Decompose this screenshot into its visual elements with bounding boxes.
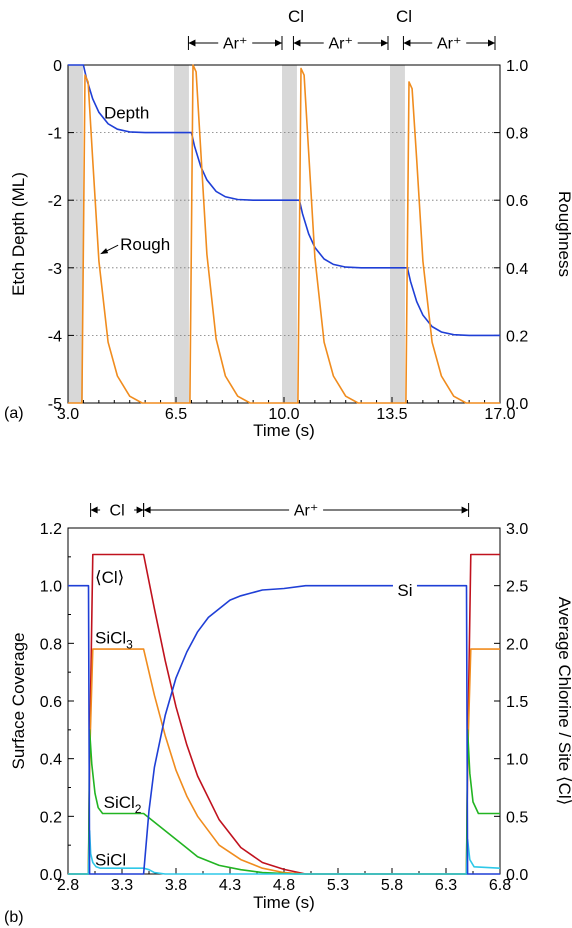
x-tick-label-8: 6.8 <box>489 877 511 894</box>
phase-cl-left-arrowhead <box>90 506 98 514</box>
phase-ar-right-arrowhead <box>461 506 469 514</box>
annotation-rough-arrowhead <box>100 248 109 255</box>
x-tick-label-1: 6.5 <box>165 406 187 423</box>
shaded-interval-1 <box>174 65 189 403</box>
y2-tick-label-0: 0.0 <box>506 867 528 884</box>
y-tick-label-2: 0.4 <box>40 752 62 769</box>
y2-tick-label-1: 0.5 <box>506 809 528 826</box>
x-tick-label-4: 4.8 <box>273 877 295 894</box>
phase-ar-3-label: Ar⁺ <box>437 36 461 53</box>
y2-tick-label-5: 0.0 <box>506 396 528 413</box>
y2-tick-label-2: 1.0 <box>506 752 528 769</box>
plot-frame <box>67 527 501 875</box>
label-sicl2-base: SiCl <box>104 793 135 812</box>
shaded-interval-3 <box>390 65 405 403</box>
panel-b-surface-coverage: 0.0 0.2 0.4 0.6 0.8 1.0 1.2 0.0 0.5 1.0 1.5 2.0 2.5 3… <box>4 503 572 927</box>
phase-ar-2-right-arrowhead <box>381 39 388 47</box>
y2-tick-label-3: 1.5 <box>506 694 528 711</box>
label-si-background <box>392 579 417 600</box>
phase-ar-1-left-arrowhead <box>188 39 196 47</box>
x-tick-label-1: 3.3 <box>111 877 133 894</box>
y2-tick-label-1: 0.8 <box>506 126 528 143</box>
series-rough-line <box>68 64 500 404</box>
phase-ar-3-left-arrowhead <box>403 39 411 47</box>
y2-tick-label-3: 0.4 <box>506 261 528 278</box>
shaded-interval-0 <box>68 65 83 403</box>
x-tick-label-3: 4.3 <box>219 877 241 894</box>
panel-label-a: (a) <box>4 405 24 422</box>
label-sicl2-sub: 2 <box>135 802 142 816</box>
label-sicl3-base: SiCl <box>95 629 126 648</box>
y-tick-label-1: -1 <box>48 126 62 143</box>
label-sicl3-sub: 3 <box>126 638 133 652</box>
label-sicl3: SiCl3 <box>95 629 133 652</box>
y2-tick-label-2: 0.6 <box>506 193 528 210</box>
y2-tick-label-6: 3.0 <box>506 521 528 538</box>
y-tick-label-4: 0.8 <box>40 636 62 653</box>
y-tick-label-3: 0.6 <box>40 694 62 711</box>
y-tick-label-5: 1.0 <box>40 579 62 596</box>
x-axis-label: Time (s) <box>253 893 315 912</box>
y2-tick-label-4: 2.0 <box>506 636 528 653</box>
y-tick-label-3: -3 <box>48 261 62 278</box>
annotation-depth: Depth <box>104 104 149 123</box>
y-tick-label-4: -4 <box>48 328 62 345</box>
x-tick-label-6: 5.8 <box>381 877 403 894</box>
panel-label-b: (b) <box>4 909 24 926</box>
y-tick-label-1: 0.2 <box>40 809 62 826</box>
phase-ar-1-label: Ar⁺ <box>223 36 247 53</box>
x-tick-label-2: 10.0 <box>268 406 299 423</box>
phase-ar-2-left-arrowhead <box>293 39 301 47</box>
x-tick-label-0: 3.0 <box>57 406 79 423</box>
phase-cl-1: Cl <box>288 7 304 26</box>
y2-tick-label-5: 2.5 <box>506 579 528 596</box>
label-sicl2: SiCl2 <box>104 793 142 816</box>
phase-ar-2-label: Ar⁺ <box>328 36 352 53</box>
series-cl-avg-line <box>68 553 500 875</box>
y-tick-label-5: -5 <box>48 396 62 413</box>
y2-axis-label: Roughness <box>555 191 572 277</box>
x-tick-label-0: 2.8 <box>57 877 79 894</box>
y2-axis-label: Average Chlorine / Site ⟨Cl⟩ <box>555 597 572 806</box>
panel-a-etch-depth-roughness: 0 -1 -2 -3 -4 -5 1.0 0.8 0.6 0.4 0.2 0.0 3.0 6.5 10.0 1… <box>4 7 572 440</box>
y-tick-label-0: 0.0 <box>40 867 62 884</box>
y-axis-label: Etch Depth (ML) <box>9 172 28 296</box>
label-si: Si <box>397 581 412 600</box>
annotation-rough: Rough <box>120 235 170 254</box>
x-tick-label-4: 17.0 <box>484 406 515 423</box>
y2-tick-label-4: 0.2 <box>506 328 528 345</box>
phase-cl-label: Cl <box>110 503 125 520</box>
series-sicl3-line <box>68 648 500 875</box>
x-tick-label-5: 5.3 <box>327 877 349 894</box>
y-tick-label-0: 0 <box>53 58 62 75</box>
y-axis-label: Surface Coverage <box>9 632 28 769</box>
phase-ar-left-arrowhead <box>143 506 151 514</box>
label-sicl: SiCl <box>95 851 126 870</box>
series-sicl2-line <box>68 728 500 875</box>
y-tick-label-2: -2 <box>48 193 62 210</box>
y2-tick-label-0: 1.0 <box>506 58 528 75</box>
phase-ar-1-right-arrowhead <box>275 39 282 47</box>
x-tick-label-2: 3.8 <box>165 877 187 894</box>
phase-ar-3-right-arrowhead <box>488 39 495 47</box>
series-si-line <box>68 584 500 875</box>
label-cl-avg: ⟨Cl⟩ <box>95 568 124 587</box>
x-tick-label-7: 6.3 <box>435 877 457 894</box>
x-axis-label: Time (s) <box>253 421 315 440</box>
phase-cl-2: Cl <box>396 7 412 26</box>
series-sicl-line <box>68 829 501 875</box>
phase-ar-label: Ar⁺ <box>294 503 318 520</box>
x-tick-label-3: 13.5 <box>376 406 407 423</box>
shaded-interval-2 <box>282 65 297 403</box>
y-tick-label-6: 1.2 <box>40 521 62 538</box>
phase-cl-right-arrowhead <box>136 506 144 514</box>
series-depth-line <box>68 64 500 337</box>
